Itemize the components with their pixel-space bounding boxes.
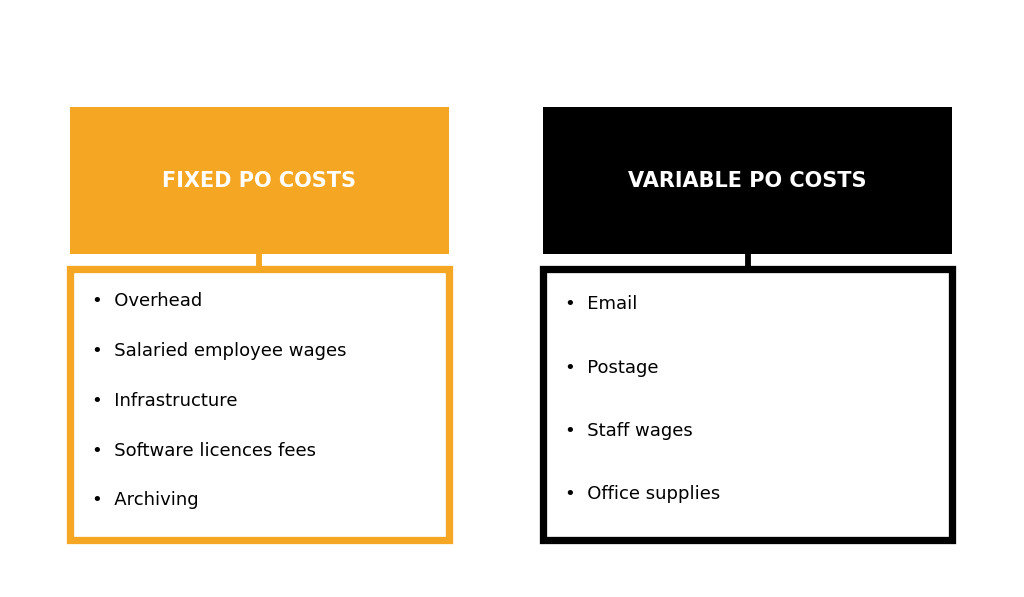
Text: •  Infrastructure: • Infrastructure: [92, 392, 238, 410]
Text: •  Staff wages: • Staff wages: [565, 421, 693, 440]
Text: •  Archiving: • Archiving: [92, 491, 199, 509]
Text: •  Email: • Email: [565, 296, 638, 313]
Text: •  Software licences fees: • Software licences fees: [92, 442, 316, 460]
Text: •  Office supplies: • Office supplies: [565, 485, 721, 503]
Bar: [70, 269, 449, 540]
Text: •  Salaried employee wages: • Salaried employee wages: [92, 342, 347, 360]
Bar: [543, 107, 952, 254]
Bar: [70, 107, 449, 254]
Text: •  Overhead: • Overhead: [92, 293, 203, 310]
Bar: [543, 269, 952, 540]
Text: •  Postage: • Postage: [565, 359, 658, 377]
Text: VARIABLE PO COSTS: VARIABLE PO COSTS: [629, 171, 866, 190]
Text: FIXED PO COSTS: FIXED PO COSTS: [162, 171, 356, 190]
